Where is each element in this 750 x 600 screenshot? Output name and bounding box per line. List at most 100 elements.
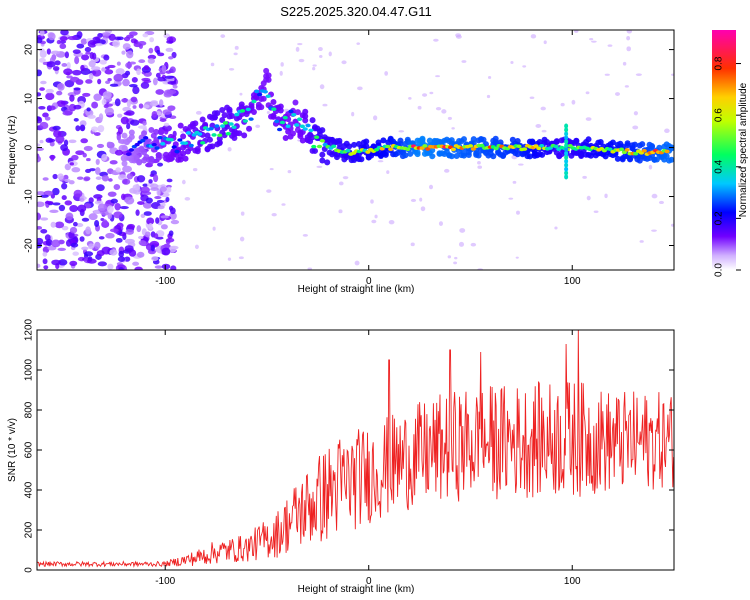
spectrogram-ridge-halo xyxy=(209,143,216,150)
spectrogram-ridge-cell xyxy=(288,109,294,114)
spectrogram-ridge-halo xyxy=(216,139,223,146)
spectrogram-noise-cell xyxy=(354,260,360,266)
spectrogram-noise-cell xyxy=(51,259,61,266)
spectrogram-ridge-halo xyxy=(363,138,370,145)
spectrogram-ridge-halo xyxy=(302,108,309,115)
spectrogram-noise-cell xyxy=(615,92,620,96)
spectrogram-noise-cell xyxy=(295,46,300,52)
spectrogram-noise-cell xyxy=(37,237,44,245)
spectrogram-noise-cell xyxy=(116,36,124,41)
spectrogram-noise-cell xyxy=(39,139,44,144)
spectrogram-noise-cell xyxy=(126,99,131,108)
spectrogram-noise-cell xyxy=(83,176,91,181)
spectrogram-noise-cell xyxy=(140,186,150,194)
spectrogram-ridge-halo xyxy=(597,138,604,145)
spectrogram-noise-cell xyxy=(159,118,167,122)
spectrogram-noise-cell xyxy=(37,116,43,124)
spectrogram-ridge-cell xyxy=(154,146,160,150)
spectrogram-ridge-halo xyxy=(363,143,370,150)
spectrogram-noise-cell xyxy=(48,138,56,143)
spectrogram-ridge-halo xyxy=(236,130,243,137)
spectrogram-noise-cell xyxy=(114,202,121,211)
spectrogram-noise-cell xyxy=(108,178,113,182)
spectrogram-ridge-cell xyxy=(285,124,291,129)
spectrogram-ridge-cell xyxy=(385,144,391,149)
spectrogram-noise-cell xyxy=(52,173,58,180)
spectrogram-x-label: Height of straight line (km) xyxy=(298,284,415,295)
spectrogram-noise-cell xyxy=(85,168,92,174)
spectrogram-streak-cell xyxy=(564,166,569,172)
spectrogram-ridge-halo xyxy=(302,113,309,120)
spectrogram-noise-cell xyxy=(157,162,164,167)
spectrogram-frame xyxy=(36,29,675,271)
spectrogram-streak-cell xyxy=(564,150,569,156)
spectrogram-noise-cell xyxy=(386,170,390,175)
spectrogram-ridge-cell xyxy=(211,133,217,137)
spectrogram-ridge-halo xyxy=(343,154,350,161)
spectrogram-ridge-cell xyxy=(450,147,456,152)
spectrogram-noise-cell xyxy=(163,122,170,127)
spectrogram-ridge-cell xyxy=(274,119,280,124)
spectrogram-noise-cell xyxy=(37,212,41,221)
spectrogram-noise-cell xyxy=(104,69,114,75)
spectrogram-noise-cell xyxy=(161,263,171,270)
spectrogram-noise-cell xyxy=(75,125,81,132)
spectrogram-ridge-halo xyxy=(180,150,187,157)
spectrogram-ridge-halo xyxy=(470,136,477,143)
spectrogram-noise-cell xyxy=(40,194,49,198)
spectrogram-ridge-halo xyxy=(358,156,365,163)
spectrogram-noise-cell xyxy=(398,130,405,133)
spectrogram-noise-cell xyxy=(119,205,129,210)
spectrogram-noise-cell xyxy=(150,244,155,252)
spectrogram-noise-cell xyxy=(670,73,674,76)
spectrogram-noise-cell xyxy=(84,46,92,53)
spectrogram-ridge-halo xyxy=(573,138,580,145)
spectrogram-noise-cell xyxy=(70,76,80,83)
spectrogram-streak-cell xyxy=(564,135,569,141)
spectrogram-noise-cell xyxy=(240,211,245,216)
spectrogram-noise-cell xyxy=(42,251,48,257)
spectrogram-ridge-cell xyxy=(624,148,630,152)
spectrogram-noise-cell xyxy=(42,177,49,181)
spectrogram-ridge-cell xyxy=(319,138,325,143)
spectrogram-ridge-halo xyxy=(128,133,135,140)
spectrogram-ridge-halo xyxy=(312,147,319,154)
spectrogram-noise-cell xyxy=(167,105,176,111)
spectrogram-ridge-cell xyxy=(185,131,192,135)
spectrogram-noise-cell xyxy=(37,147,44,151)
spectrogram-noise-cell xyxy=(166,40,174,44)
spectrogram-noise-cell xyxy=(71,167,81,173)
spectrogram-ridge-cell xyxy=(174,149,180,154)
spectrogram-ridge-halo xyxy=(656,144,663,151)
spectrogram-ridge-halo xyxy=(475,152,482,159)
spectrogram-ridge-halo xyxy=(536,138,543,145)
spectrogram-noise-cell xyxy=(52,125,61,131)
spectrogram-ridge-cell xyxy=(248,117,254,121)
spectrogram-noise-cell xyxy=(156,199,165,204)
spectrogram-ridge-cell xyxy=(553,144,559,149)
spectrogram-noise-cell xyxy=(429,184,434,190)
spectrogram-ridge-cell xyxy=(536,146,542,151)
spectrogram-noise-cell xyxy=(73,117,79,122)
spectrogram-noise-cell xyxy=(73,104,82,110)
spectrogram-ridge-halo xyxy=(453,153,460,160)
spectrogram-noise-cell xyxy=(410,242,415,247)
snr-y-tick-label: 600 xyxy=(24,441,35,458)
spectrogram-noise-cell xyxy=(107,211,113,220)
spectrogram-noise-cell xyxy=(166,89,177,95)
spectrogram-noise-cell xyxy=(101,246,112,255)
spectrogram-noise-cell xyxy=(664,128,670,133)
spectrogram-noise-cell xyxy=(351,111,355,117)
spectrogram-noise-cell xyxy=(582,175,587,179)
spectrogram-noise-cell xyxy=(59,36,68,42)
spectrogram-noise-cell xyxy=(164,75,175,79)
spectrogram-ridge-halo xyxy=(282,134,289,141)
spectrogram-streak-cell xyxy=(564,174,569,180)
spectrogram-ridge-halo xyxy=(250,108,257,115)
spectrogram-noise-cell xyxy=(140,81,150,89)
spectrogram-ridge-halo xyxy=(216,135,223,142)
spectrogram-ridge-halo xyxy=(141,149,148,156)
spectrogram-noise-cell xyxy=(107,205,114,214)
spectrogram-noise-cell xyxy=(95,158,100,165)
spectrogram-ridge-cell xyxy=(302,127,308,131)
